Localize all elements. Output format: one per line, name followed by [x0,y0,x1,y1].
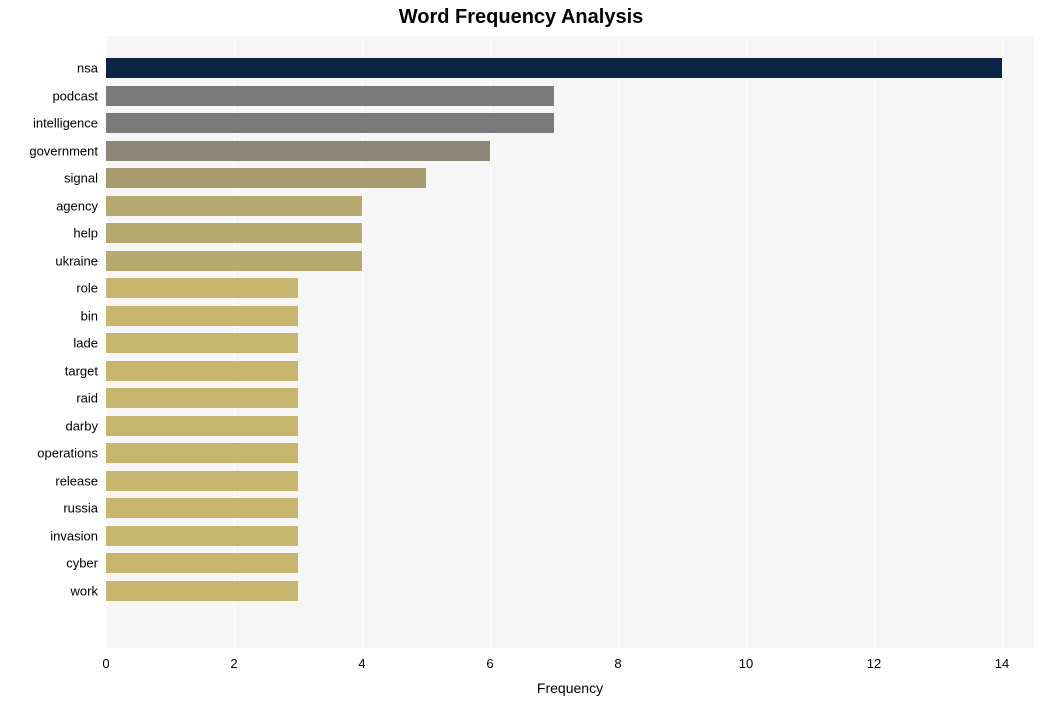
y-tick-label: role [76,281,106,296]
bar [106,498,298,518]
plot-area: 02468101214nsapodcastintelligencegovernm… [106,36,1034,648]
bar [106,223,362,243]
grid-line [1002,36,1003,648]
y-tick-label: raid [76,391,106,406]
bar [106,306,298,326]
bar [106,251,362,271]
bar [106,416,298,436]
y-tick-label: cyber [66,556,106,571]
x-tick-label: 0 [102,648,109,671]
y-tick-label: darby [65,418,106,433]
bar [106,141,490,161]
bar [106,278,298,298]
x-tick-label: 4 [358,648,365,671]
y-tick-label: nsa [77,61,106,76]
y-tick-label: ukraine [55,253,106,268]
x-tick-label: 2 [230,648,237,671]
bar [106,443,298,463]
y-tick-label: help [73,226,106,241]
y-tick-label: lade [73,336,106,351]
y-tick-label: target [65,363,106,378]
x-tick-label: 6 [486,648,493,671]
y-tick-label: signal [64,171,106,186]
bar [106,361,298,381]
y-tick-label: russia [63,501,106,516]
chart-title: Word Frequency Analysis [0,6,1042,29]
y-tick-label: podcast [52,88,106,103]
grid-line [874,36,875,648]
y-tick-label: intelligence [33,116,106,131]
bar [106,581,298,601]
bar [106,388,298,408]
x-tick-label: 14 [995,648,1009,671]
word-frequency-chart: Word Frequency Analysis 02468101214nsapo… [0,0,1042,701]
grid-line [746,36,747,648]
y-tick-label: agency [56,198,106,213]
bar [106,168,426,188]
x-axis-label: Frequency [537,680,603,696]
grid-line [618,36,619,648]
y-tick-label: government [29,143,106,158]
y-tick-label: bin [81,308,106,323]
bar [106,471,298,491]
x-tick-label: 8 [614,648,621,671]
x-tick-label: 10 [739,648,753,671]
bar [106,58,1002,78]
y-tick-label: release [55,473,106,488]
bar [106,333,298,353]
y-tick-label: invasion [50,528,106,543]
y-tick-label: work [71,583,106,598]
bar [106,526,298,546]
x-tick-label: 12 [867,648,881,671]
bar [106,113,554,133]
bar [106,196,362,216]
bar [106,553,298,573]
y-tick-label: operations [37,446,106,461]
bar [106,86,554,106]
